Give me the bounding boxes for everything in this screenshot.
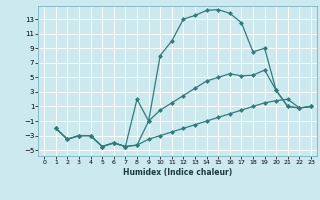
X-axis label: Humidex (Indice chaleur): Humidex (Indice chaleur) [123,168,232,177]
